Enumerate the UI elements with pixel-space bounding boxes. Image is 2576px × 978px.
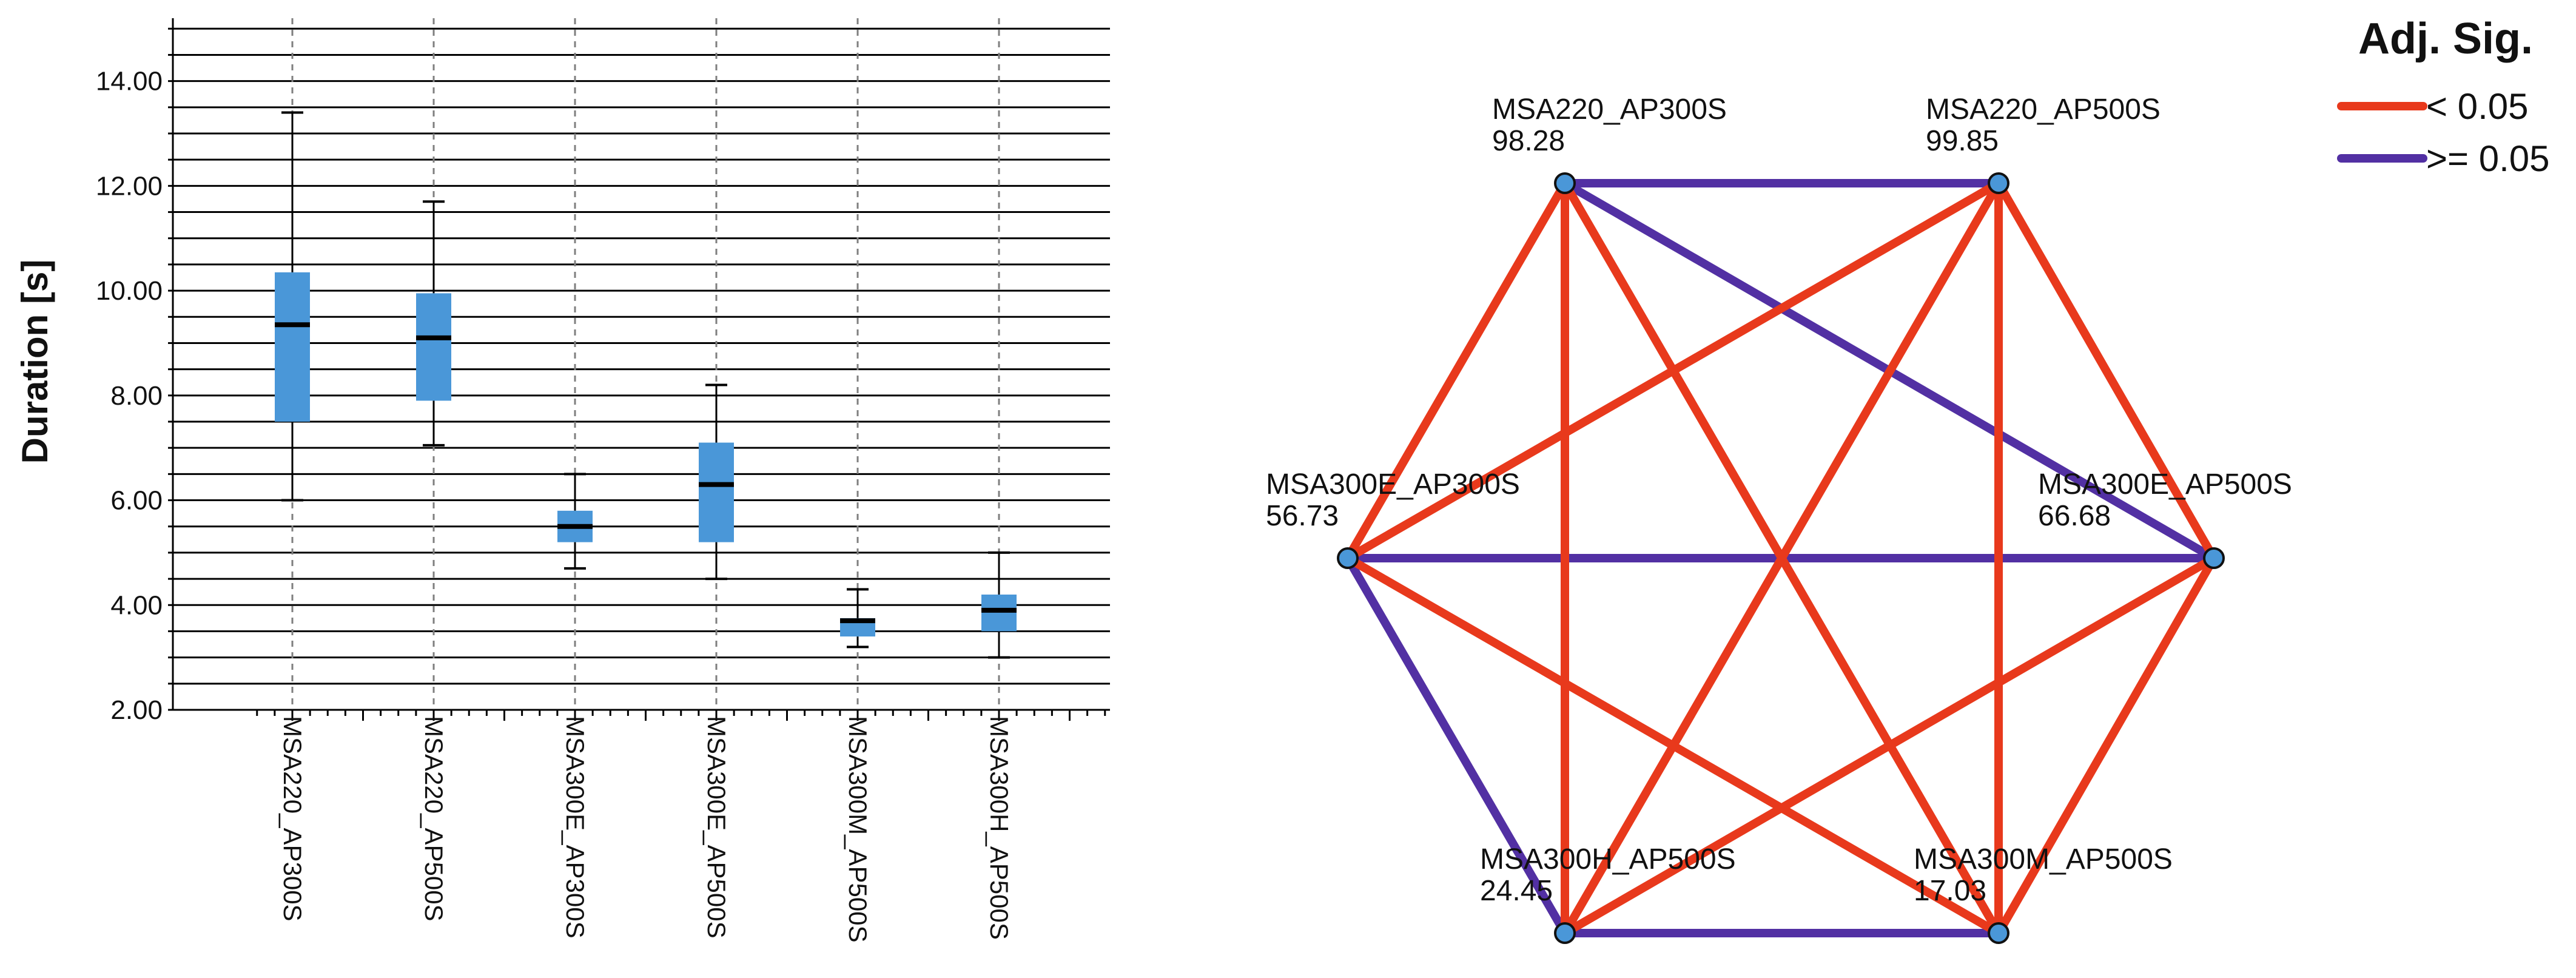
y-tick-label: 4.00: [110, 590, 163, 620]
x-tick-label: MSA300H_AP500S: [985, 716, 1014, 940]
node-name-label: MSA300H_AP500S: [1480, 843, 1736, 875]
node-value-label: 98.28: [1492, 125, 1565, 157]
edge-MSA300E_AP500S-MSA300M_AP500S: [1994, 556, 2218, 936]
edge-MSA220_AP500S-MSA300H_AP500S: [1561, 181, 2003, 936]
nodes: [1337, 172, 2225, 944]
legend-items: < 0.05 >= 0.05: [2337, 86, 2550, 179]
y-tick-label: 14.00: [96, 67, 163, 96]
edge-MSA300E_AP500S-MSA300H_AP500S: [1562, 554, 2216, 937]
legend-label: < 0.05: [2426, 86, 2529, 127]
legend-label: >= 0.05: [2426, 138, 2550, 179]
box-MSA300H_AP500S: [981, 551, 1017, 659]
box-MSA300E_AP300S: [557, 473, 593, 570]
y-tick-label: 6.00: [110, 486, 163, 516]
box-iqr: [416, 293, 451, 401]
node-value-label: 56.73: [1266, 500, 1339, 532]
edge-MSA300E_AP300S-MSA300H_AP500S: [1343, 556, 1569, 936]
box-MSA220_AP500S: [416, 200, 451, 447]
node-value-label: 24.45: [1480, 875, 1553, 907]
legend: Adj. Sig. < 0.05 >= 0.05: [2337, 15, 2550, 179]
legend-title: Adj. Sig.: [2358, 15, 2533, 63]
boxplot-chart: 2.00 4.00 6.00 8.00 10.00 12.00 14.00 MSA220_A…: [15, 18, 1110, 943]
x-tick-label: MSA300M_AP500S: [844, 716, 872, 943]
node-value-label: 66.68: [2038, 500, 2111, 532]
box-iqr: [275, 272, 310, 422]
x-tick-label: MSA300E_AP300S: [561, 716, 590, 939]
y-tick-label: 12.00: [96, 171, 163, 201]
edge-MSA220_AP500S-MSA300E_AP300S: [1345, 179, 2001, 562]
edge-MSA300E_AP300S-MSA300M_AP500S: [1345, 554, 2001, 937]
node-name-label: MSA220_AP300S: [1492, 93, 1727, 126]
box-MSA300E_AP500S: [699, 383, 734, 581]
y-tick-label: 2.00: [110, 695, 163, 725]
box-MSA300M_AP500S: [840, 588, 875, 649]
edge-MSA220_AP500S-MSA300E_AP500S: [1994, 181, 2218, 561]
box-MSA220_AP300S: [275, 111, 310, 502]
gridlines: [173, 27, 1110, 685]
node-MSA300M_AP500S: [1988, 922, 2009, 944]
y-tick-label: 10.00: [96, 276, 163, 306]
edges: [1343, 179, 2218, 937]
axes: [168, 18, 1110, 721]
node-MSA300H_AP500S: [1554, 922, 1576, 944]
y-tick-label: 8.00: [110, 381, 163, 411]
node-name-label: MSA300E_AP300S: [1266, 468, 1520, 501]
y-tick-labels: 2.00 4.00 6.00 8.00 10.00 12.00 14.00: [96, 67, 163, 725]
node-name-label: MSA220_AP500S: [1926, 93, 2161, 126]
x-tick-label: MSA220_AP500S: [420, 716, 448, 922]
node-name-label: MSA300E_AP500S: [2038, 468, 2292, 501]
node-MSA220_AP500S: [1988, 172, 2009, 194]
node-name-label: MSA300M_AP500S: [1914, 843, 2173, 875]
node-value-label: 17.03: [1914, 875, 1986, 907]
box-iqr: [699, 442, 734, 542]
x-tick-labels: MSA220_AP300S MSA220_AP500S MSA300E_AP300S…: [278, 716, 1014, 943]
node-MSA220_AP300S: [1554, 172, 1576, 194]
boxes: [275, 111, 1017, 659]
y-axis-title: Duration [s]: [15, 260, 55, 464]
node-MSA300E_AP300S: [1337, 547, 1359, 569]
node-value-label: 99.85: [1926, 125, 1999, 157]
category-guide-lines: [291, 18, 1000, 710]
box-iqr: [981, 595, 1017, 632]
node-MSA300E_AP500S: [2203, 547, 2225, 569]
x-tick-label: MSA300E_AP500S: [702, 716, 731, 939]
x-tick-label: MSA220_AP300S: [278, 716, 307, 922]
edge-MSA220_AP300S-MSA300E_AP300S: [1343, 181, 1569, 561]
